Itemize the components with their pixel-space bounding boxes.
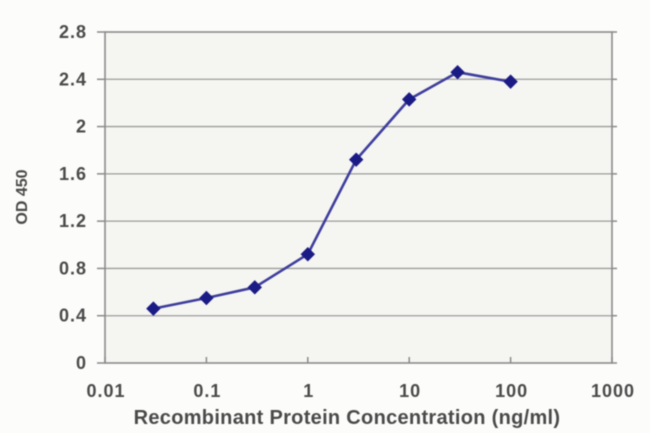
y-tick-label: 1.2	[59, 211, 87, 231]
y-tick-label: 2.8	[59, 22, 87, 42]
y-tick-label: 1.6	[59, 164, 87, 184]
data-point-marker	[348, 152, 364, 167]
x-tick-label: 1	[303, 381, 314, 401]
y-axis-title: OD 450	[14, 169, 31, 225]
data-point-marker	[146, 301, 161, 316]
x-tick-label: 1000	[591, 381, 635, 401]
y-tick-label: 2.4	[59, 69, 87, 89]
plot-border	[104, 31, 613, 364]
series-line	[152, 70, 512, 310]
y-tick-label: 0.8	[59, 258, 87, 278]
y-tick-label: 0.4	[59, 306, 87, 326]
y-tick-label: 2	[76, 117, 87, 137]
data-point-marker	[503, 74, 518, 89]
x-tick-label: 0.01	[86, 381, 125, 401]
x-axis-title: Recombinant Protein Concentration (ng/ml…	[133, 407, 561, 429]
x-tick-label: 0.1	[193, 381, 221, 401]
data-point-marker	[247, 280, 262, 295]
data-point-marker	[450, 64, 465, 80]
y-tick-label: 0	[76, 353, 87, 373]
data-point-marker	[401, 92, 417, 107]
data-point-marker	[300, 247, 316, 262]
x-tick-label: 100	[495, 381, 528, 401]
data-point-marker	[199, 290, 214, 306]
x-tick-label: 10	[399, 381, 421, 401]
plot-area	[105, 32, 612, 363]
